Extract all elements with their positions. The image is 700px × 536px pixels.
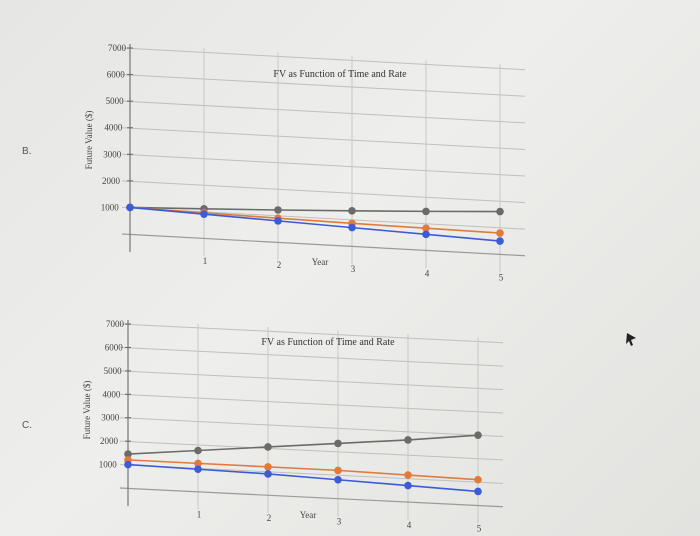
data-point (474, 487, 482, 496)
y-tick-label: 5000 (104, 366, 123, 376)
chart-b: 1000 2000 3000 4000 5000 6000 7000 1 2 3 4 5 FV as F… (84, 43, 526, 282)
cursor-arrow-icon (626, 333, 636, 346)
gridline-h (121, 74, 526, 97)
data-point (264, 470, 272, 478)
y-axis-label: Future Value ($) (82, 381, 92, 440)
data-point (404, 481, 412, 490)
y-tick-label: 7000 (106, 319, 125, 329)
gridline-h (121, 153, 526, 177)
series-line-0 (127, 434, 479, 455)
gridline-h (119, 346, 504, 367)
gridline-h (119, 440, 504, 461)
y-tick-label: 4000 (104, 123, 123, 133)
data-point (200, 210, 208, 218)
data-point (474, 431, 482, 440)
gridline-h (119, 393, 504, 414)
y-tick-label: 2000 (100, 436, 119, 446)
series-line-0 (129, 206, 501, 213)
chart-c: 1000 2000 3000 4000 5000 6000 7000 1 2 3 4 5 FV as F… (82, 319, 504, 534)
series-line-1 (129, 206, 501, 234)
data-point (334, 439, 342, 448)
data-point (274, 217, 282, 225)
data-point (422, 207, 430, 216)
data-point (334, 466, 342, 475)
gridline-h (119, 417, 504, 437)
data-point (496, 229, 504, 237)
data-point (124, 450, 132, 458)
y-tick-label: 1000 (99, 460, 118, 470)
gridline-h (121, 100, 526, 124)
x-tick-label: 5 (499, 272, 504, 282)
gridline-h (121, 47, 526, 71)
data-point (422, 224, 430, 233)
gridline-h (119, 370, 504, 391)
y-tick-label: 3000 (101, 413, 120, 423)
y-tick-label: 6000 (105, 342, 124, 352)
y-tick-label: 3000 (103, 149, 122, 159)
x-axis-label: Year (312, 257, 329, 267)
option-letter-c: C. (22, 420, 32, 431)
data-point (474, 475, 482, 484)
gridline-h (121, 180, 526, 204)
data-point (124, 460, 132, 469)
series-line-2 (127, 463, 479, 493)
x-tick-label: 3 (351, 264, 356, 274)
option-letter-b: B. (22, 146, 32, 157)
x-axis-line (119, 487, 504, 508)
x-tick-label: 5 (477, 524, 482, 534)
y-tick-label: 4000 (102, 389, 121, 399)
data-point (404, 436, 412, 444)
series-line-2 (129, 206, 501, 242)
x-axis-label: Year (300, 510, 317, 520)
data-point (348, 223, 356, 232)
data-point (422, 230, 430, 239)
y-tick-label: 6000 (107, 70, 126, 80)
data-point (194, 459, 202, 468)
data-point (126, 203, 134, 212)
x-axis-line (121, 233, 526, 257)
gridline-h (121, 127, 526, 150)
series-line-1 (127, 459, 479, 481)
data-point (264, 463, 272, 471)
x-tick-label: 1 (197, 510, 202, 520)
x-tick-label: 4 (425, 268, 430, 278)
data-point (334, 475, 342, 484)
data-point (404, 471, 412, 479)
data-point (194, 465, 202, 474)
y-tick-label: 2000 (102, 176, 121, 186)
chart-title: FV as Function of Time and Rate (273, 69, 407, 80)
y-tick-label: 7000 (108, 43, 127, 53)
x-tick-label: 4 (407, 520, 412, 530)
y-tick-label: 1000 (101, 202, 120, 212)
data-point (348, 207, 356, 215)
x-tick-label: 2 (277, 260, 282, 270)
y-axis-label: Future Value ($) (84, 111, 94, 170)
chart-title: FV as Function of Time and Rate (261, 337, 395, 348)
x-tick-label: 3 (337, 517, 342, 527)
x-tick-label: 2 (267, 513, 272, 523)
data-point (264, 443, 272, 451)
data-point (274, 206, 282, 214)
gridline-h (119, 323, 504, 344)
data-point (496, 237, 504, 245)
data-point (194, 446, 202, 455)
y-tick-label: 5000 (106, 96, 125, 106)
data-point (496, 207, 504, 216)
x-tick-label: 1 (203, 256, 208, 266)
